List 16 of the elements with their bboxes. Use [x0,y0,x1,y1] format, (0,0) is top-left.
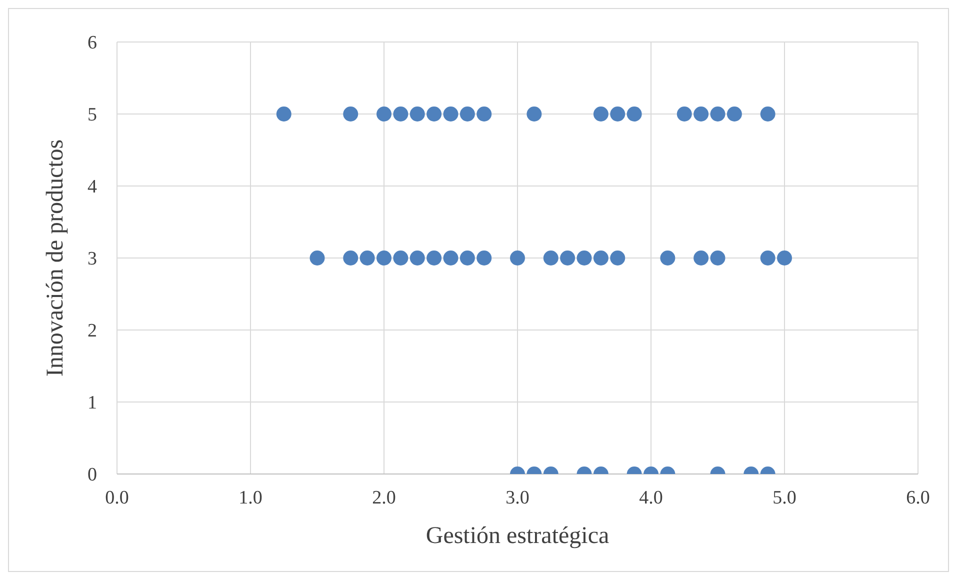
x-tick-label: 1.0 [238,487,262,508]
x-tick-label: 2.0 [372,487,396,508]
x-tick-label: 6.0 [906,487,930,508]
y-axis-title: Innovación de productos [42,139,69,377]
x-tick-label: 5.0 [772,487,796,508]
y-tick-label: 2 [88,320,97,342]
x-axis-title: Gestión estratégica [426,523,610,550]
y-tick-label: 4 [88,176,98,198]
y-tick-label: 5 [88,104,97,126]
x-tick-label: 4.0 [639,487,663,508]
y-tick-label: 1 [88,392,97,414]
x-tick-label: 0.0 [105,487,129,508]
x-tick-label: 3.0 [506,487,530,508]
y-tick-label: 6 [88,32,97,54]
y-tick-label: 0 [88,464,97,486]
y-tick-label: 3 [88,248,97,270]
